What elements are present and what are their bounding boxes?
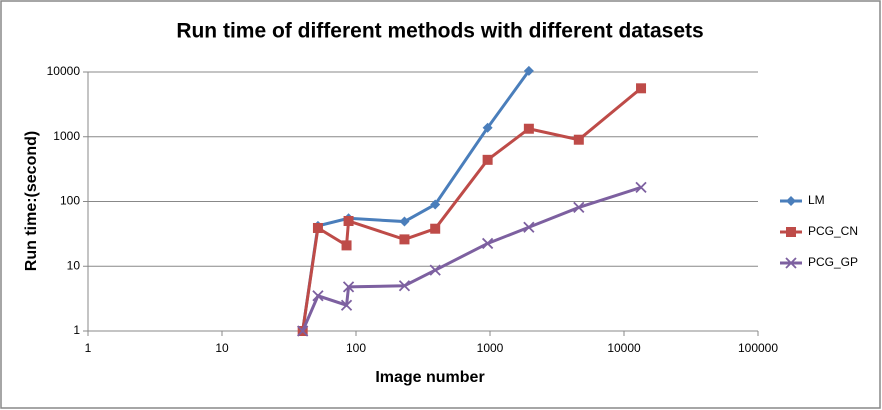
x-axis-label: Image number <box>375 369 484 386</box>
x-tick-label: 10000 <box>607 341 641 355</box>
marker <box>343 215 354 226</box>
marker <box>341 240 352 251</box>
y-tick-label: 100 <box>60 194 80 208</box>
series-line <box>301 185 642 332</box>
marker <box>573 134 584 145</box>
x-tick-label: 100000 <box>738 341 778 355</box>
y-axis-label: Run time:(second) <box>23 131 40 271</box>
marker <box>523 123 534 134</box>
series-line <box>301 87 642 332</box>
marker <box>398 280 411 292</box>
marker <box>430 199 441 210</box>
marker <box>523 65 534 76</box>
x-tick-label: 10 <box>215 341 229 355</box>
y-tick-label: 10000 <box>47 64 81 78</box>
marker <box>297 325 309 337</box>
marker <box>399 216 410 227</box>
marker <box>636 83 647 94</box>
marker <box>481 237 494 250</box>
marker <box>342 281 355 293</box>
x-tick-label: 1000 <box>477 341 504 355</box>
marker <box>482 154 493 165</box>
marker <box>340 299 353 311</box>
marker <box>312 222 323 233</box>
marker <box>429 264 441 276</box>
marker <box>482 122 493 133</box>
marker <box>399 234 410 245</box>
legend-label: LM <box>808 193 825 207</box>
marker <box>786 227 796 237</box>
marker <box>312 290 324 302</box>
legend-label: PCG_CN <box>808 224 858 238</box>
marker <box>635 181 647 194</box>
y-tick-label: 1000 <box>53 129 80 143</box>
x-tick-label: 100 <box>346 341 366 355</box>
marker <box>785 257 797 269</box>
marker <box>786 196 796 206</box>
legend-label: PCG_GP <box>808 255 858 269</box>
marker <box>430 223 441 234</box>
y-tick-label: 10 <box>67 258 81 272</box>
chart-title: Run time of different methods with diffe… <box>176 20 703 43</box>
marker <box>573 201 585 214</box>
x-tick-label: 1 <box>85 341 92 355</box>
y-tick-label: 1 <box>73 323 80 337</box>
marker <box>523 221 535 233</box>
